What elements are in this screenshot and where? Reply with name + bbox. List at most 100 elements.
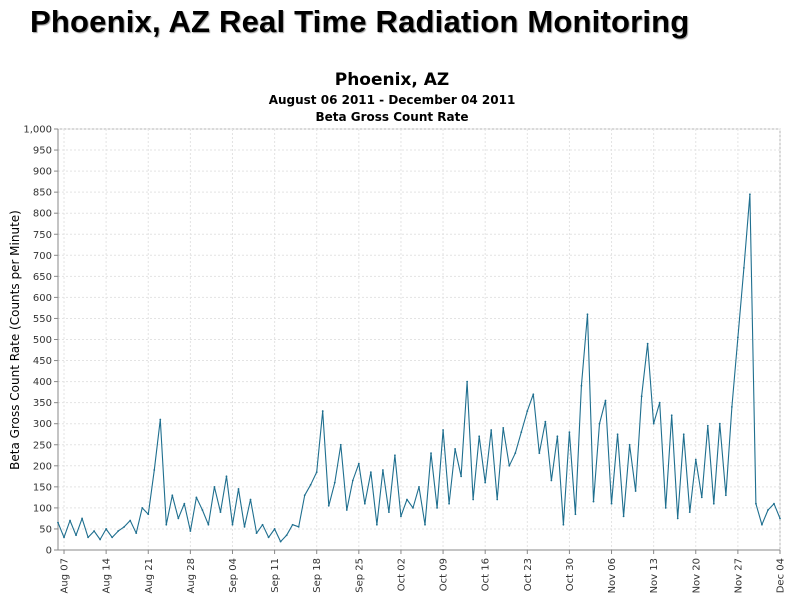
data-point xyxy=(243,525,246,528)
data-point xyxy=(345,509,348,511)
data-point xyxy=(767,509,769,511)
data-point xyxy=(153,469,156,471)
data-point xyxy=(303,494,306,497)
data-point xyxy=(779,517,781,520)
x-tick-label: Nov 06 xyxy=(607,558,618,593)
data-point xyxy=(406,498,408,501)
y-tick-label: 50 xyxy=(39,524,52,535)
data-point xyxy=(712,502,715,505)
data-point xyxy=(69,519,71,522)
data-point xyxy=(761,523,763,526)
data-point xyxy=(279,540,282,543)
y-tick-label: 450 xyxy=(33,356,52,367)
y-axis-label: Beta Gross Count Rate (Counts per Minute… xyxy=(8,210,22,470)
y-tick-label: 350 xyxy=(33,398,52,409)
x-tick-label: Oct 16 xyxy=(481,558,492,591)
data-point xyxy=(568,431,571,434)
data-point xyxy=(544,420,547,423)
y-tick-label: 250 xyxy=(33,440,52,451)
chart-subtitle: August 06 2011 - December 04 2011 xyxy=(269,93,516,107)
chart-title: Phoenix, AZ xyxy=(335,70,450,90)
data-point xyxy=(394,454,396,457)
data-point xyxy=(490,429,493,431)
data-point xyxy=(375,523,378,526)
data-point xyxy=(773,502,775,505)
x-axis: Aug 07 Aug 14 Aug 21 Aug 28 Sep 04 Sep 11 Sep … xyxy=(58,549,787,593)
data-point xyxy=(430,452,432,455)
data-point xyxy=(63,536,65,539)
data-point xyxy=(57,521,59,524)
y-tick-label: 1,000 xyxy=(23,125,52,136)
data-point xyxy=(460,475,463,478)
data-point xyxy=(237,488,240,490)
y-tick-label: 500 xyxy=(33,335,52,346)
data-point xyxy=(75,534,77,537)
data-point xyxy=(622,515,625,518)
data-point xyxy=(755,502,757,505)
data-point xyxy=(255,532,258,535)
data-point xyxy=(388,511,390,514)
data-point xyxy=(616,433,619,436)
data-point xyxy=(327,504,330,507)
data-point xyxy=(634,490,637,492)
data-point xyxy=(123,525,126,528)
data-point xyxy=(730,405,733,408)
data-point xyxy=(472,498,475,501)
data-point xyxy=(502,427,505,429)
data-point xyxy=(700,496,703,499)
data-point xyxy=(297,525,300,528)
data-point xyxy=(436,507,438,509)
data-point xyxy=(736,336,739,339)
data-point xyxy=(225,475,228,478)
data-point xyxy=(207,523,210,526)
page-heading: Phoenix, AZ Real Time Radiation Monitori… xyxy=(30,4,690,39)
y-tick-label: 600 xyxy=(33,293,52,304)
x-tick-label: Oct 23 xyxy=(523,558,534,591)
x-tick-label: Sep 25 xyxy=(354,558,365,593)
y-tick-label: 950 xyxy=(33,146,52,157)
data-point xyxy=(598,422,601,425)
data-point xyxy=(592,500,595,503)
y-tick-label: 550 xyxy=(33,314,52,325)
data-point xyxy=(105,528,108,530)
data-point xyxy=(249,498,252,501)
x-tick-label: Aug 14 xyxy=(102,558,113,593)
data-point xyxy=(743,267,745,269)
x-tick-label: Nov 13 xyxy=(649,558,660,593)
data-point xyxy=(556,435,559,438)
data-point xyxy=(508,464,511,467)
data-point xyxy=(484,481,487,484)
data-point xyxy=(664,507,667,509)
data-point xyxy=(676,517,679,520)
data-point xyxy=(159,418,162,421)
data-point xyxy=(604,399,607,402)
data-point xyxy=(273,528,276,530)
y-tick-label: 800 xyxy=(33,209,52,220)
y-tick-label: 650 xyxy=(33,272,52,283)
data-point xyxy=(724,494,727,497)
data-point xyxy=(201,509,204,511)
data-point xyxy=(640,395,643,398)
data-point xyxy=(99,538,102,541)
x-tick-label: Oct 09 xyxy=(439,558,450,591)
data-point xyxy=(706,424,709,427)
data-point xyxy=(369,471,372,474)
y-tick-label: 0 xyxy=(46,546,52,557)
data-point xyxy=(454,448,456,450)
x-tick-label: Sep 04 xyxy=(228,558,239,593)
data-point xyxy=(309,483,312,486)
data-point xyxy=(87,536,89,539)
data-point xyxy=(315,471,318,474)
data-point xyxy=(424,523,426,526)
data-point xyxy=(231,523,234,526)
data-point xyxy=(574,513,577,516)
y-tick-label: 200 xyxy=(33,461,52,472)
data-point xyxy=(670,414,673,417)
y-tick-label: 300 xyxy=(33,419,52,430)
y-tick-label: 850 xyxy=(33,188,52,199)
data-point xyxy=(586,313,589,316)
data-point xyxy=(652,422,655,425)
data-point xyxy=(183,502,186,505)
x-tick-label: Dec 04 xyxy=(776,558,787,593)
data-point xyxy=(400,515,402,518)
